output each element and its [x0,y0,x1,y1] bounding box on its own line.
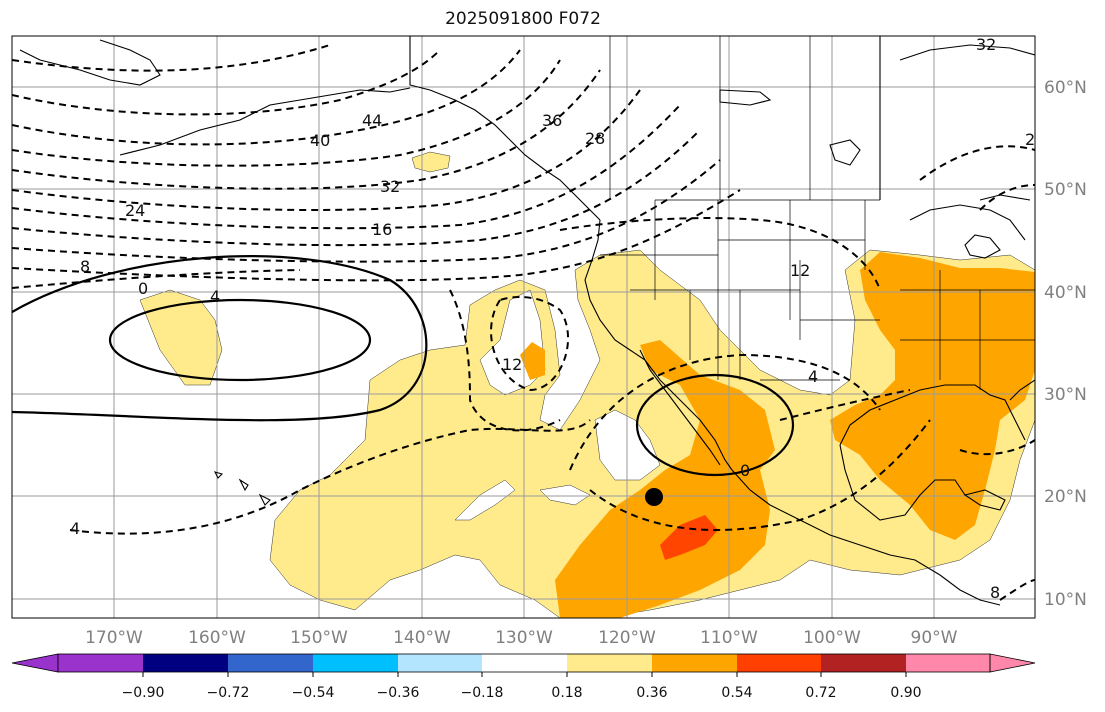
graticule [12,36,1035,618]
colorbar-segment [652,654,737,672]
station-marker [645,488,663,506]
contour-label: 12 [502,355,522,374]
contour-label: 4 [210,287,220,306]
lon-label: 110°W [700,628,758,648]
lon-label: 130°W [495,628,553,648]
lon-label: 120°W [598,628,656,648]
lon-label: 170°W [85,628,143,648]
colorbar-segment [821,654,906,672]
contour-label: 28 [585,129,605,148]
colorbar-tick-label: −0.36 [377,685,420,701]
colorbar-tick-label: 0.90 [890,685,921,701]
colorbar-segment [313,654,398,672]
lon-label: 100°W [803,628,861,648]
anomaly-fill-orange [520,252,1035,618]
lat-label: 20°N [1044,487,1087,507]
lat-label: 50°N [1044,180,1087,200]
lat-label: 10°N [1044,590,1087,610]
map-title: 2025091800 F072 [445,9,601,29]
contour-label: 24 [125,201,145,220]
contour-label: 32 [380,177,400,196]
colorbar-tick-label: −0.54 [292,685,335,701]
colorbar-segment [398,654,482,672]
colorbar-tick-label: 0.36 [636,685,667,701]
colorbar-segment [482,654,567,672]
contour-label: 8 [80,257,90,276]
contour-label: 40 [310,131,330,150]
contour-label: 44 [362,111,382,130]
contour-label: 32 [976,35,996,54]
contour-label: 0 [740,461,750,480]
longitude-labels: 170°W 160°W 150°W 140°W 130°W 120°W 110°… [85,628,958,648]
contour-label: 16 [372,220,392,239]
map-frame [11,35,1036,619]
colorbar-segment [58,654,143,672]
colorbar-segment [143,654,228,672]
colorbar-tick-label: 0.72 [805,685,836,701]
colorbar-segment [228,654,313,672]
colorbar-tick-label: −0.90 [122,685,165,701]
colorbar-ticks [142,672,907,677]
contour-label: 2 [1025,130,1035,149]
contour-label: 4 [70,519,80,538]
contour-label: 4 [808,367,818,386]
latitude-labels: 60°N 50°N 40°N 30°N 20°N 10°N [1044,78,1087,610]
contours-positive [12,255,795,477]
colorbar-tick-label: −0.72 [207,685,250,701]
lat-label: 30°N [1044,385,1087,405]
lon-label: 90°W [911,628,958,648]
coastlines [19,36,1035,606]
contour-label: 0 [138,279,148,298]
contour-label: 8 [990,583,1000,602]
map-canvas: 44 40 36 28 32 24 16 8 0 4 12 12 4 0 4 3… [12,35,1035,618]
colorbar-segment [737,654,821,672]
colorbar-segment [989,653,1036,673]
colorbar-segment [906,654,990,672]
contour-labels: 44 40 36 28 32 24 16 8 0 4 12 12 4 0 4 3… [70,35,1035,602]
lon-label: 160°W [188,628,246,648]
lat-label: 40°N [1044,283,1087,303]
colorbar-frame [57,653,991,673]
contour-label: 36 [542,111,562,130]
state-borders [600,36,1035,390]
contours-negative [12,44,1035,601]
colorbar-tick-label: 0.18 [551,685,582,701]
colorbar-segment [567,654,652,672]
anomaly-fill-red [660,515,718,560]
lon-label: 140°W [393,628,451,648]
lon-label: 150°W [290,628,348,648]
colorbar-tick-label: −0.18 [461,685,504,701]
contour-label: 12 [790,261,810,280]
colorbar: −0.90 −0.72 −0.54 −0.36 −0.18 0.18 0.36 … [11,653,1036,701]
lat-label: 60°N [1044,78,1087,98]
colorbar-segment [11,653,59,673]
colorbar-tick-label: 0.54 [721,685,752,701]
